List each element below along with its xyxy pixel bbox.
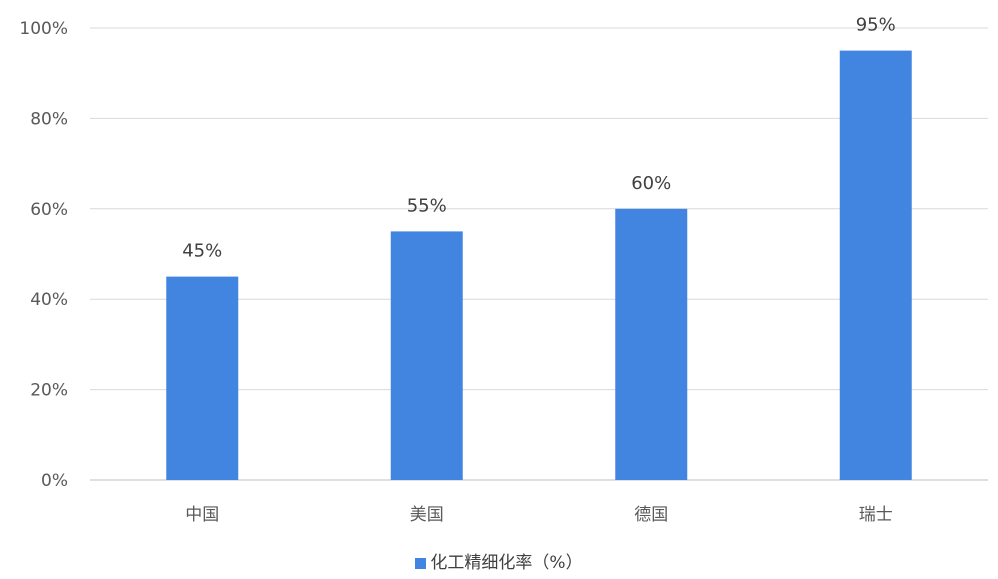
y-axis: 0% 20% 40% 60% 80% 100% [19,19,68,491]
data-label: 55% [407,195,447,216]
legend: 化工精细化率（%） [0,552,998,574]
x-tick-label: 美国 [410,505,444,525]
legend-label: 化工精细化率（%） [430,553,583,573]
y-tick-label: 0% [41,471,68,491]
y-tick-label: 80% [30,109,68,129]
bar [166,276,239,480]
y-tick-label: 100% [19,19,68,39]
bar [390,231,463,480]
y-tick-label: 60% [30,200,68,220]
bars [166,50,912,481]
x-tick-label: 中国 [185,505,219,525]
legend-swatch [415,558,427,569]
bar [839,50,912,480]
gridlines [90,27,988,481]
data-labels: 45% 55% 60% 95% [182,15,896,262]
y-tick-label: 40% [30,290,68,310]
x-axis: 中国 美国 德国 瑞士 [185,505,893,525]
data-label: 95% [856,15,896,36]
x-tick-label: 瑞士 [859,505,893,525]
data-label: 45% [182,241,222,262]
y-tick-label: 20% [30,381,68,401]
data-label: 60% [631,173,671,194]
x-tick-label: 德国 [634,505,668,525]
bar [615,208,688,481]
